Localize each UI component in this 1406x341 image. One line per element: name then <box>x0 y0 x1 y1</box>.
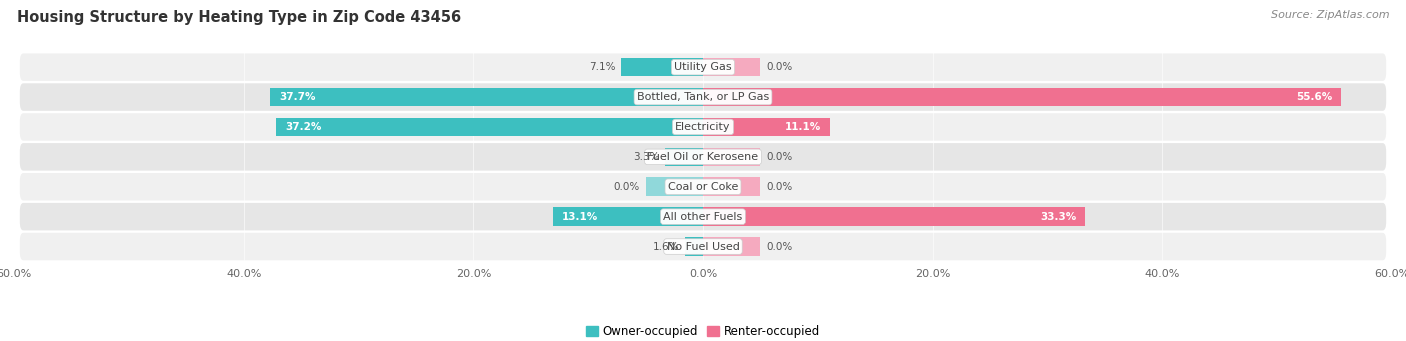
Bar <box>665 148 703 166</box>
Text: Electricity: Electricity <box>675 122 731 132</box>
Text: 3.3%: 3.3% <box>633 152 659 162</box>
FancyBboxPatch shape <box>20 113 1386 141</box>
Text: 33.3%: 33.3% <box>1040 212 1076 222</box>
Bar <box>621 58 703 76</box>
Bar <box>703 58 761 76</box>
Bar <box>703 118 831 136</box>
Bar <box>645 177 703 196</box>
Text: 37.2%: 37.2% <box>285 122 322 132</box>
Legend: Owner-occupied, Renter-occupied: Owner-occupied, Renter-occupied <box>581 321 825 341</box>
Text: Housing Structure by Heating Type in Zip Code 43456: Housing Structure by Heating Type in Zip… <box>17 10 461 25</box>
FancyBboxPatch shape <box>20 233 1386 260</box>
Bar <box>685 237 703 256</box>
Bar <box>703 177 761 196</box>
Text: 0.0%: 0.0% <box>766 182 793 192</box>
Bar <box>276 118 703 136</box>
Text: Utility Gas: Utility Gas <box>675 62 731 72</box>
FancyBboxPatch shape <box>20 54 1386 81</box>
Text: Bottled, Tank, or LP Gas: Bottled, Tank, or LP Gas <box>637 92 769 102</box>
Text: Source: ZipAtlas.com: Source: ZipAtlas.com <box>1271 10 1389 20</box>
Text: 13.1%: 13.1% <box>562 212 598 222</box>
Text: 0.0%: 0.0% <box>613 182 640 192</box>
Text: 0.0%: 0.0% <box>766 62 793 72</box>
Text: Coal or Coke: Coal or Coke <box>668 182 738 192</box>
Text: No Fuel Used: No Fuel Used <box>666 241 740 252</box>
Bar <box>703 237 761 256</box>
Bar <box>270 88 703 106</box>
Text: All other Fuels: All other Fuels <box>664 212 742 222</box>
FancyBboxPatch shape <box>20 83 1386 111</box>
Bar <box>553 207 703 226</box>
Text: 0.0%: 0.0% <box>766 241 793 252</box>
Text: 37.7%: 37.7% <box>280 92 316 102</box>
Text: 1.6%: 1.6% <box>652 241 679 252</box>
Text: 7.1%: 7.1% <box>589 62 616 72</box>
Text: 55.6%: 55.6% <box>1296 92 1333 102</box>
FancyBboxPatch shape <box>20 203 1386 231</box>
FancyBboxPatch shape <box>20 173 1386 201</box>
Text: 0.0%: 0.0% <box>766 152 793 162</box>
Bar <box>703 148 761 166</box>
Bar <box>703 88 1341 106</box>
FancyBboxPatch shape <box>20 143 1386 170</box>
Text: Fuel Oil or Kerosene: Fuel Oil or Kerosene <box>647 152 759 162</box>
Text: 11.1%: 11.1% <box>785 122 821 132</box>
Bar <box>703 207 1085 226</box>
